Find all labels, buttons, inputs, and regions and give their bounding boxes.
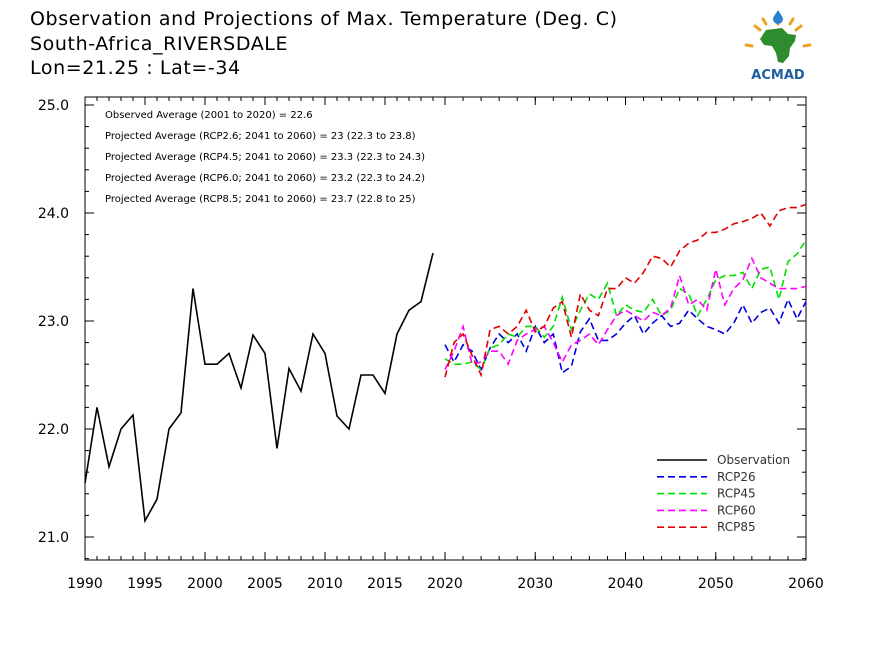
- x-tick-label: 2000: [187, 576, 223, 592]
- x-tick-label: 2010: [307, 576, 343, 592]
- legend-label: RCP45: [717, 487, 756, 501]
- annotation-line: Observed Average (2001 to 2020) = 22.6: [105, 110, 313, 121]
- x-tick-label: 1995: [127, 576, 163, 592]
- series-rcp26: [444, 297, 807, 375]
- axis-ticks: [84, 97, 807, 560]
- x-tick-label: 2005: [247, 576, 283, 592]
- plot-frame: [84, 96, 807, 561]
- x-tick-label: 2030: [517, 576, 553, 592]
- x-tick-label: 2020: [427, 576, 463, 592]
- y-tick-label: 23.0: [38, 314, 69, 330]
- africa-map-logo-icon: ACMAD: [744, 10, 812, 83]
- legend-label: RCP26: [717, 470, 756, 484]
- annotation-line: Projected Average (RCP4.5; 2041 to 2060)…: [105, 152, 425, 163]
- location-label: South-Africa_RIVERSDALE: [30, 33, 289, 55]
- annotations: Observed Average (2001 to 2020) = 22.6 Pr…: [105, 110, 425, 205]
- series-rcp60: [444, 256, 807, 370]
- x-tick-label: 1990: [67, 576, 103, 592]
- legend-label: RCP60: [717, 503, 756, 517]
- series-observation: [84, 252, 434, 524]
- y-tick-label: 24.0: [38, 206, 69, 222]
- series-lines: [84, 203, 807, 524]
- x-tick-labels: 1990 1995 2000 2005 2010 2015 2020 2030 2040 2050…: [67, 576, 824, 592]
- annotation-line: Projected Average (RCP6.0; 2041 to 2060)…: [105, 173, 425, 184]
- legend-label: RCP85: [717, 520, 756, 534]
- legend: Observation RCP26 RCP45 RCP60 RCP85: [657, 453, 790, 534]
- x-tick-label: 2050: [698, 576, 734, 592]
- y-tick-labels: 21.0 22.0 23.0 24.0 25.0: [38, 98, 69, 546]
- series-rcp85: [444, 203, 807, 378]
- coordinates-label: Lon=21.25 : Lat=-34: [30, 57, 241, 79]
- x-tick-label: 2015: [367, 576, 403, 592]
- logo-text: ACMAD: [751, 68, 805, 83]
- y-tick-label: 25.0: [38, 98, 69, 114]
- y-tick-label: 21.0: [38, 530, 69, 546]
- x-tick-label: 2060: [788, 576, 824, 592]
- annotation-line: Projected Average (RCP8.5; 2041 to 2060)…: [105, 194, 416, 205]
- series-rcp45: [444, 239, 807, 371]
- y-tick-label: 22.0: [38, 422, 69, 438]
- annotation-line: Projected Average (RCP2.6; 2041 to 2060)…: [105, 131, 416, 142]
- x-tick-label: 2040: [608, 576, 644, 592]
- legend-label: Observation: [717, 453, 790, 467]
- chart-title: Observation and Projections of Max. Temp…: [30, 8, 618, 30]
